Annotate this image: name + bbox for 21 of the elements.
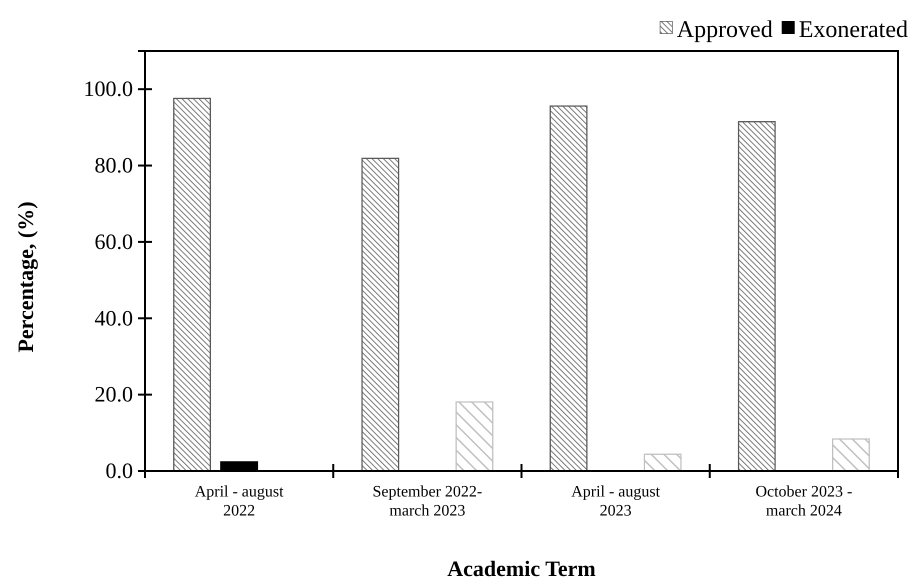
y-tick-label: 100.0: [84, 76, 133, 102]
y-tick-label: 40.0: [94, 305, 133, 330]
y-tick-label: 60.0: [94, 228, 133, 254]
x-tick-label: September 2022-march 2023: [372, 483, 482, 520]
x-axis-title: Academic Term: [447, 556, 596, 581]
x-tick-label: April - august 2022: [194, 483, 284, 520]
bar: [361, 158, 400, 472]
bar: [550, 105, 588, 472]
x-tick-label: October 2023 - march 2024: [755, 483, 852, 520]
bar: [738, 121, 776, 472]
y-tick-label: 80.0: [94, 152, 133, 178]
bar: [455, 401, 494, 472]
bar: [173, 98, 212, 472]
x-tick-label: April - august 2023: [571, 483, 661, 520]
y-axis-title: Percentage, (%): [13, 201, 38, 353]
bar: [644, 454, 682, 472]
y-tick-label: 0.0: [106, 458, 133, 484]
legend-label: Exonerated: [798, 17, 908, 43]
legend-label: Approved: [676, 17, 773, 43]
bar: [832, 438, 870, 472]
y-tick-label: 20.0: [94, 382, 133, 407]
